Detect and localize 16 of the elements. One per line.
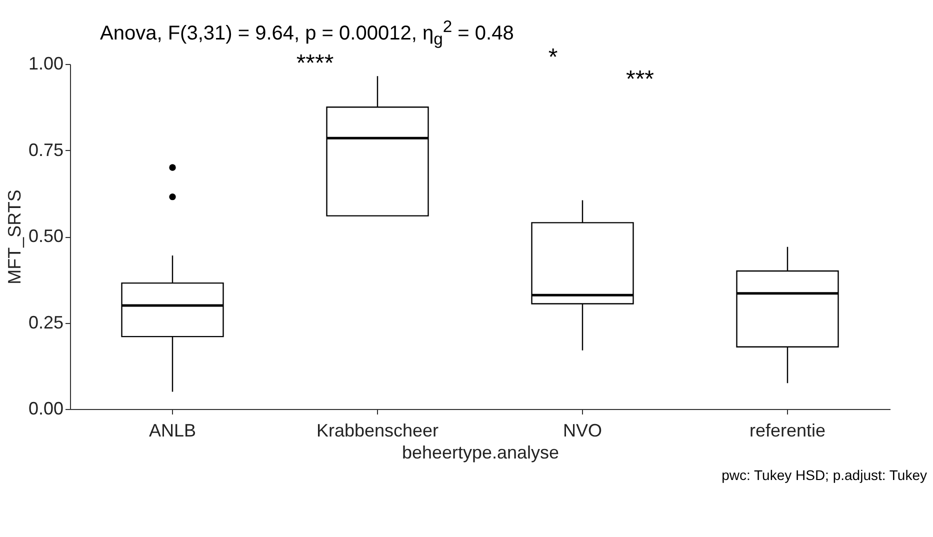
- y-tick-label: 0.00: [28, 398, 64, 418]
- x-tick-label: referentie: [749, 420, 826, 440]
- y-tick-label: 0.75: [28, 140, 64, 160]
- x-tick-label: Krabbenscheer: [316, 420, 439, 440]
- y-tick-label: 0.25: [28, 312, 64, 332]
- annotation: *: [548, 44, 558, 72]
- chart-title: Anova, F(3,31) = 9.64, p = 0.00012, η$_{g}$$^{2}$ = 0.48: [100, 17, 514, 49]
- annotation: ***: [626, 66, 654, 94]
- y-tick-label: 1.00: [28, 54, 64, 74]
- y-tick-label: 0.50: [28, 226, 64, 246]
- x-tick-label: ANLB: [148, 420, 196, 440]
- annotation: ****: [296, 50, 334, 78]
- y-axis-title: MFT_SRTS: [4, 190, 24, 284]
- x-axis-title: beheertype.analyse: [402, 442, 560, 462]
- text: pwc: Tukey HSD; p.adjust: Tukey: [720, 467, 928, 483]
- x-tick-label: NVO: [562, 420, 602, 440]
